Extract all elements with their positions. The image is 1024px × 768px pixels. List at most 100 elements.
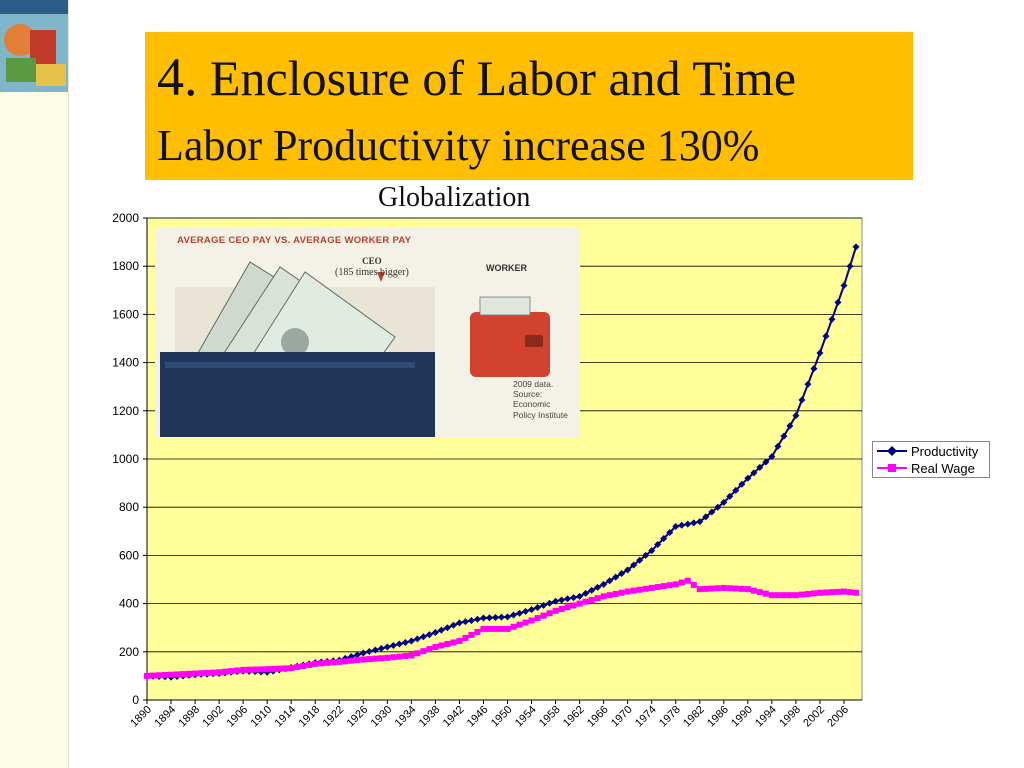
- x-tick-label: 1938: [417, 704, 443, 730]
- productivity-point: [780, 432, 788, 440]
- productivity-point: [353, 651, 361, 659]
- productivity-point: [479, 614, 487, 622]
- real-wage-point: [438, 642, 445, 649]
- productivity-point: [582, 589, 590, 597]
- real-wage-point: [444, 640, 451, 647]
- real-wage-point: [510, 623, 517, 630]
- real-wage-point: [312, 660, 319, 667]
- productivity-point: [720, 498, 728, 506]
- real-wage-point: [168, 671, 175, 678]
- real-wage-point: [726, 585, 733, 592]
- y-tick-label: 600: [119, 548, 139, 562]
- productivity-point: [371, 646, 379, 654]
- real-wage-point: [708, 585, 715, 592]
- real-wage-point: [198, 670, 205, 677]
- real-wage-point: [318, 660, 325, 667]
- real-wage-point: [204, 669, 211, 676]
- real-wage-point: [780, 592, 787, 599]
- productivity-point: [443, 624, 451, 632]
- real-wage-point: [462, 634, 469, 641]
- x-tick-label: 1994: [753, 704, 779, 730]
- productivity-point: [491, 613, 499, 621]
- real-wage-point: [468, 631, 475, 638]
- real-wage-point: [492, 625, 499, 632]
- real-wage-point: [768, 592, 775, 599]
- x-tick-label: 1966: [585, 704, 611, 730]
- x-tick-label: 1962: [561, 704, 587, 730]
- real-wage-point: [372, 655, 379, 662]
- real-wage-point: [384, 654, 391, 661]
- real-wage-point: [828, 589, 835, 596]
- real-wage-point: [786, 592, 793, 599]
- x-tick-label: 1958: [537, 704, 563, 730]
- real-wage-point: [762, 590, 769, 597]
- real-wage-point: [360, 656, 367, 663]
- productivity-point: [413, 635, 421, 643]
- real-wage-point: [420, 648, 427, 655]
- slide-title: 4. Enclosure of Labor and Time: [157, 50, 796, 104]
- productivity-point: [600, 580, 608, 588]
- real-wage-point: [528, 617, 535, 624]
- real-wage-point: [804, 590, 811, 597]
- productivity-point: [660, 535, 668, 543]
- real-wage-point: [264, 666, 271, 673]
- y-tick-label: 1200: [112, 404, 139, 418]
- real-wage-point: [348, 657, 355, 664]
- wallets-illustration-icon: [160, 261, 550, 437]
- real-wage-point: [672, 581, 679, 588]
- real-wage-point: [276, 665, 283, 672]
- productivity-point: [558, 596, 566, 604]
- productivity-point: [744, 474, 752, 482]
- ceo-worker-pay-inset: AVERAGE CEO PAY VS. AVERAGE WORKER PAY C…: [155, 227, 580, 437]
- real-wage-point: [234, 667, 241, 674]
- x-tick-label: 1990: [729, 704, 755, 730]
- x-tick-label: 1902: [200, 704, 226, 730]
- real-wage-point: [582, 598, 589, 605]
- real-wage-point: [222, 668, 229, 675]
- productivity-point: [798, 396, 806, 404]
- real-wage-point: [456, 637, 463, 644]
- x-tick-label: 1974: [633, 704, 659, 730]
- productivity-point: [738, 480, 746, 488]
- real-wage-point: [846, 589, 853, 596]
- real-wage-point: [630, 587, 637, 594]
- productivity-point: [594, 583, 602, 591]
- x-tick-label: 1986: [705, 704, 731, 730]
- productivity-point: [510, 611, 518, 619]
- productivity-point: [822, 332, 830, 340]
- productivity-point: [696, 518, 704, 526]
- productivity-point: [648, 547, 656, 555]
- productivity-point: [564, 595, 572, 603]
- source-line: 2009 data.: [513, 379, 554, 389]
- real-wage-point: [408, 652, 415, 659]
- real-wage-point: [606, 592, 613, 599]
- x-tick-label: 1894: [152, 704, 178, 730]
- real-wage-point: [732, 585, 739, 592]
- real-wage-point: [714, 585, 721, 592]
- productivity-point: [768, 453, 776, 461]
- productivity-point: [359, 649, 367, 657]
- y-tick-label: 1800: [112, 259, 139, 273]
- real-wage-point: [144, 672, 150, 679]
- real-wage-point: [414, 650, 421, 657]
- productivity-point: [455, 619, 463, 627]
- slide-sidebar: [0, 0, 68, 768]
- productivity-point: [588, 586, 596, 594]
- real-wage-point: [450, 639, 457, 646]
- real-wage-point: [534, 615, 541, 622]
- x-tick-label: 1954: [513, 704, 539, 730]
- real-wage-point: [774, 592, 781, 599]
- real-wage-point: [540, 612, 547, 619]
- real-wage-point: [390, 654, 397, 661]
- x-tick-label: 1942: [441, 704, 467, 730]
- legend-item-productivity: Productivity: [877, 443, 978, 459]
- real-wage-point: [720, 584, 727, 591]
- productivity-point: [425, 631, 433, 639]
- productivity-point: [714, 503, 722, 511]
- productivity-point: [654, 541, 662, 549]
- real-wage-point: [564, 604, 571, 611]
- real-wage-point: [246, 666, 253, 673]
- productivity-point: [612, 573, 620, 581]
- real-wage-point: [840, 588, 847, 595]
- real-wage-point: [300, 663, 307, 670]
